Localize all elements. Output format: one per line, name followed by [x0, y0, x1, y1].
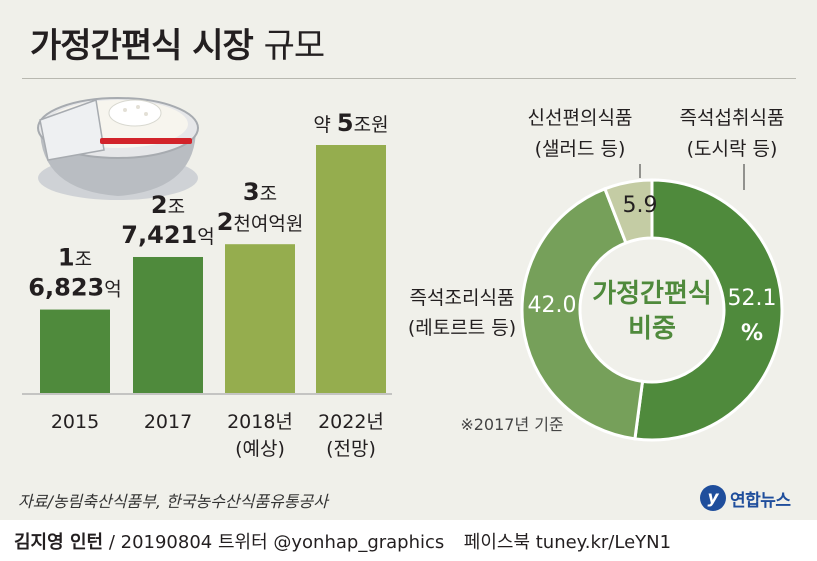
x-tick-label-2: 2018년 [227, 411, 293, 433]
slice-name-0: 즉석섭취식품 [680, 107, 785, 129]
x-tick-label-1: 2017 [144, 411, 192, 433]
slice-note-2: (샐러드 등) [535, 138, 626, 160]
title-divider [22, 78, 796, 79]
donut-slice-0 [633, 178, 784, 442]
donut-slice-2 [602, 178, 654, 245]
bar-2022년 [316, 145, 386, 393]
slice-name-1: 즉석조리식품 [410, 287, 515, 309]
slice-unit: % [741, 321, 763, 346]
page-title: 가정간편식 시장 규모 [30, 18, 326, 67]
value-label-1-line1: 2조 [151, 191, 185, 219]
meal-box-illustration [37, 97, 199, 200]
footer-facebook: 페이스북 tuney.kr/LeYN1 [463, 532, 672, 553]
value-label-0-line1: 1조 [58, 244, 92, 272]
donut-slice-1 [520, 186, 645, 441]
slice-note-0: (도시락 등) [687, 138, 778, 160]
title-light: 규모 [263, 26, 326, 66]
value-label-2-line2: 2천여억원 [217, 208, 304, 236]
value-label-2-line1: 3조 [243, 178, 277, 206]
yonhap-logo: y 연합뉴스 [700, 485, 791, 511]
logo-mark-icon: y [700, 485, 726, 511]
logo-name: 연합뉴스 [730, 490, 791, 511]
x-tick-sub-2: (예상) [235, 438, 285, 460]
slice-value-1: 42.0 [528, 293, 577, 318]
x-tick-label-3: 2022년 [318, 411, 384, 433]
donut-center-line1: 가정간편식 [592, 279, 712, 309]
donut-center-line2: 비중 [628, 314, 676, 344]
footer-date: 20190804 [120, 532, 213, 553]
slice-value-0: 52.1 [728, 286, 777, 311]
slice-value-2: 5.9 [623, 193, 658, 218]
x-tick-label-0: 2015 [51, 411, 99, 433]
footer-credits: 김지영 인턴 / 20190804 트위터 @yonhap_graphics 페… [14, 528, 671, 554]
source-note: 자료/농림축산식품부, 한국농수산식품유통공사 [18, 492, 328, 511]
title-bold: 가정간편식 시장 [30, 26, 254, 66]
footer-separator: / [108, 532, 115, 553]
bar-2018년 [225, 244, 295, 393]
bar-2017 [133, 256, 203, 393]
x-tick-sub-3: (전망) [326, 438, 376, 460]
footer-twitter: 트위터 @yonhap_graphics [217, 532, 445, 553]
donut-footnote: ※2017년 기준 [460, 415, 563, 434]
value-label-1-line2: 7,421억 [121, 221, 214, 249]
slice-name-2: 신선편의식품 [528, 107, 633, 129]
value-label-0-line2: 6,823억 [28, 274, 121, 302]
value-label-3-line1: 약 5조원 [313, 109, 388, 137]
bar-2015 [40, 309, 110, 393]
slice-note-1: (레토르트 등) [408, 317, 516, 339]
footer-author: 김지영 인턴 [14, 532, 104, 553]
